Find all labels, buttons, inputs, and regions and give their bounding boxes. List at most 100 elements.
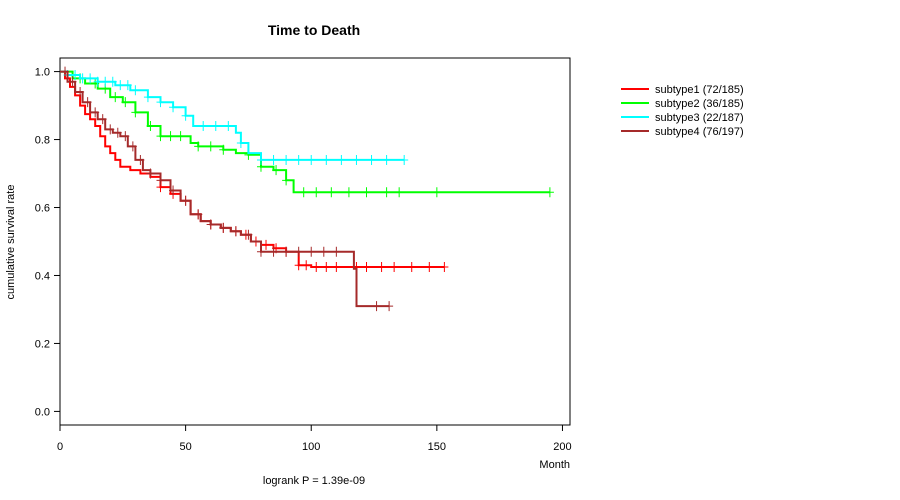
censor-mark bbox=[256, 154, 265, 165]
y-tick-label: 0.0 bbox=[35, 406, 50, 418]
censor-mark bbox=[319, 246, 328, 257]
censor-mark bbox=[367, 154, 376, 165]
censor-mark bbox=[377, 261, 386, 272]
censor-mark bbox=[282, 246, 291, 257]
censor-mark bbox=[206, 141, 215, 152]
censor-mark bbox=[390, 261, 399, 272]
legend-label: subtype2 (36/185) bbox=[655, 98, 744, 110]
y-tick-label: 0.8 bbox=[35, 135, 50, 147]
censor-mark bbox=[302, 260, 311, 271]
censor-mark bbox=[86, 73, 95, 84]
censor-mark bbox=[332, 246, 341, 257]
censor-mark bbox=[76, 86, 85, 97]
plot-frame bbox=[59, 57, 571, 426]
censor-mark bbox=[211, 120, 220, 131]
censor-mark bbox=[256, 246, 265, 257]
censor-mark bbox=[307, 246, 316, 257]
censor-mark bbox=[68, 76, 77, 87]
survival-curve bbox=[60, 70, 405, 161]
y-tick-label: 0.6 bbox=[35, 203, 50, 215]
censor-mark bbox=[61, 66, 70, 77]
censor-mark bbox=[194, 209, 203, 220]
series-subtype2 bbox=[60, 70, 554, 198]
censor-mark bbox=[545, 187, 554, 198]
y-axis: 0.0 0.2 0.4 0.6 0.8 1.0 bbox=[35, 67, 60, 418]
censor-mark bbox=[244, 229, 253, 240]
survival-curve bbox=[60, 70, 390, 308]
censor-mark bbox=[156, 131, 165, 142]
series-layer bbox=[60, 66, 554, 312]
censor-mark bbox=[322, 261, 331, 272]
y-tick-label: 0.2 bbox=[35, 338, 50, 350]
y-axis-title: cumulative survival rate bbox=[5, 185, 17, 300]
censor-mark bbox=[111, 92, 120, 103]
x-axis-title: Month bbox=[539, 459, 570, 471]
censor-mark bbox=[382, 187, 391, 198]
censor-mark bbox=[206, 219, 215, 230]
censor-mark bbox=[121, 131, 130, 142]
x-tick-label: 50 bbox=[179, 441, 191, 453]
censor-mark bbox=[156, 97, 165, 108]
censor-mark bbox=[362, 261, 371, 272]
x-tick-label: 0 bbox=[57, 441, 63, 453]
censor-mark bbox=[121, 97, 130, 108]
censor-mark bbox=[146, 168, 155, 179]
censor-mark bbox=[113, 127, 122, 138]
censor-mark bbox=[294, 246, 303, 257]
legend-label: subtype3 (22/187) bbox=[655, 112, 744, 124]
censor-mark bbox=[156, 175, 165, 186]
censor-mark bbox=[337, 154, 346, 165]
censor-mark bbox=[93, 76, 102, 87]
censor-mark bbox=[269, 246, 278, 257]
censor-mark bbox=[344, 187, 353, 198]
censor-mark bbox=[312, 187, 321, 198]
censor-mark bbox=[262, 239, 271, 250]
legend-label: subtype1 (72/185) bbox=[655, 84, 744, 96]
series-subtype4 bbox=[60, 66, 394, 312]
censor-mark bbox=[407, 261, 416, 272]
censor-mark bbox=[231, 226, 240, 237]
censor-mark bbox=[131, 85, 140, 96]
censor-mark bbox=[395, 187, 404, 198]
censor-mark bbox=[322, 154, 331, 165]
censor-mark bbox=[425, 261, 434, 272]
censor-mark bbox=[136, 154, 145, 165]
censor-mark bbox=[294, 154, 303, 165]
chart-title: Time to Death bbox=[268, 22, 360, 38]
x-tick-label: 100 bbox=[302, 441, 320, 453]
censor-mark bbox=[332, 261, 341, 272]
legend: subtype1 (72/185) subtype2 (36/185) subtyp… bbox=[621, 84, 744, 138]
censor-mark bbox=[169, 185, 178, 196]
censor-mark bbox=[219, 222, 228, 233]
series-subtype3 bbox=[60, 69, 409, 165]
censor-mark bbox=[143, 92, 152, 103]
censor-mark bbox=[312, 261, 321, 272]
censor-mark bbox=[294, 260, 303, 271]
censor-mark bbox=[91, 107, 100, 118]
censor-mark bbox=[176, 131, 185, 142]
censor-mark bbox=[169, 102, 178, 113]
censor-mark bbox=[194, 141, 203, 152]
censor-mark bbox=[181, 110, 190, 121]
censor-mark bbox=[199, 120, 208, 131]
censor-mark bbox=[432, 187, 441, 198]
y-tick-label: 1.0 bbox=[35, 67, 50, 79]
censor-mark bbox=[224, 120, 233, 131]
censor-mark bbox=[307, 154, 316, 165]
legend-label: subtype4 (76/197) bbox=[655, 126, 744, 138]
censor-mark bbox=[299, 187, 308, 198]
censor-mark bbox=[83, 97, 92, 108]
censor-mark bbox=[78, 73, 87, 84]
x-tick-label: 150 bbox=[428, 441, 446, 453]
x-axis: 0 50 100 150 200 bbox=[57, 425, 572, 453]
censor-mark bbox=[372, 301, 381, 312]
censor-mark bbox=[219, 144, 228, 155]
censor-mark bbox=[362, 187, 371, 198]
censor-mark bbox=[282, 175, 291, 186]
censor-mark bbox=[71, 69, 80, 80]
censor-mark bbox=[352, 154, 361, 165]
censor-mark bbox=[385, 301, 394, 312]
censor-mark bbox=[131, 107, 140, 118]
censor-mark bbox=[123, 80, 132, 91]
